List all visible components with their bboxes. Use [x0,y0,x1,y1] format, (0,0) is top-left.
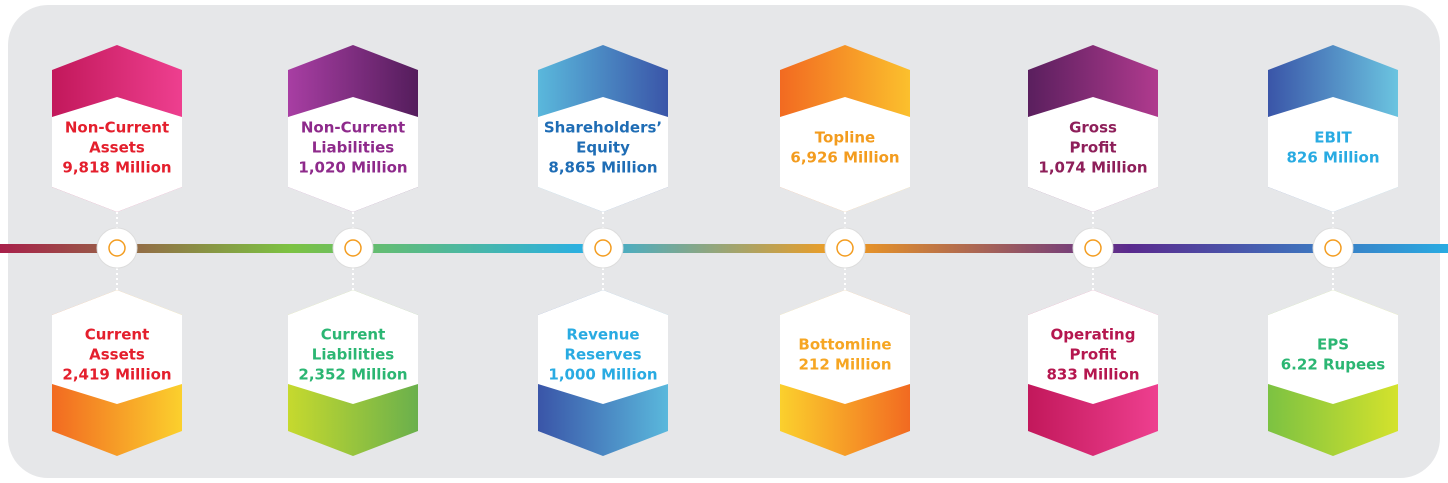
card-value: 8,865 Million [548,159,657,177]
card-value: 1,074 Million [1038,159,1147,177]
icon-badge [824,227,866,269]
card-label: Shareholders’ [544,119,662,137]
icon [836,239,854,257]
card-label: Liabilities [312,139,394,157]
icon-badge [96,227,138,269]
card-body [52,97,182,212]
card-label: Assets [89,139,145,157]
card-value: 9,818 Million [62,159,171,177]
card-value: 6.22 Rupees [1281,356,1386,374]
card-body [1028,97,1158,212]
card-label: Profit [1070,346,1117,364]
icon-badge [1312,227,1354,269]
card-value: 1,000 Million [548,366,657,384]
card-body [1028,290,1158,404]
card-label: Non-Current [65,119,169,137]
icon [594,239,612,257]
card-label: Operating [1051,326,1136,344]
card-label: Liabilities [312,346,394,364]
icon-badge [582,227,624,269]
panel [8,5,1440,478]
card-body [52,290,182,404]
card-body [288,290,418,404]
icon [344,239,362,257]
card-body [1268,97,1398,212]
card-value: 1,020 Million [298,159,407,177]
card-body [288,97,418,212]
card-body [780,290,910,404]
card-label: EPS [1317,336,1349,354]
card-body [780,97,910,212]
icon [1324,239,1342,257]
card-label: Reserves [564,346,641,364]
card-label: Gross [1069,119,1117,137]
card-body [538,290,668,404]
card-label: Current [321,326,386,344]
icon [108,239,126,257]
card-label: Non-Current [301,119,405,137]
card-value: 2,419 Million [62,366,171,384]
card-value: 2,352 Million [298,366,407,384]
card-value: 212 Million [798,356,891,374]
card-value: 833 Million [1046,366,1139,384]
icon-badge [332,227,374,269]
card-label: Assets [89,346,145,364]
card-value: 6,926 Million [790,149,899,167]
card-body [538,97,668,212]
card-label: EBIT [1314,129,1352,147]
card-label: Bottomline [798,336,891,354]
card-label: Topline [815,129,875,147]
icon [1084,239,1102,257]
timeline [0,244,1448,253]
card-body [1268,290,1398,404]
card-value: 826 Million [1286,149,1379,167]
card-label: Current [85,326,150,344]
card-label: Revenue [566,326,639,344]
icon-badge [1072,227,1114,269]
card-label: Equity [576,139,630,157]
card-label: Profit [1070,139,1117,157]
